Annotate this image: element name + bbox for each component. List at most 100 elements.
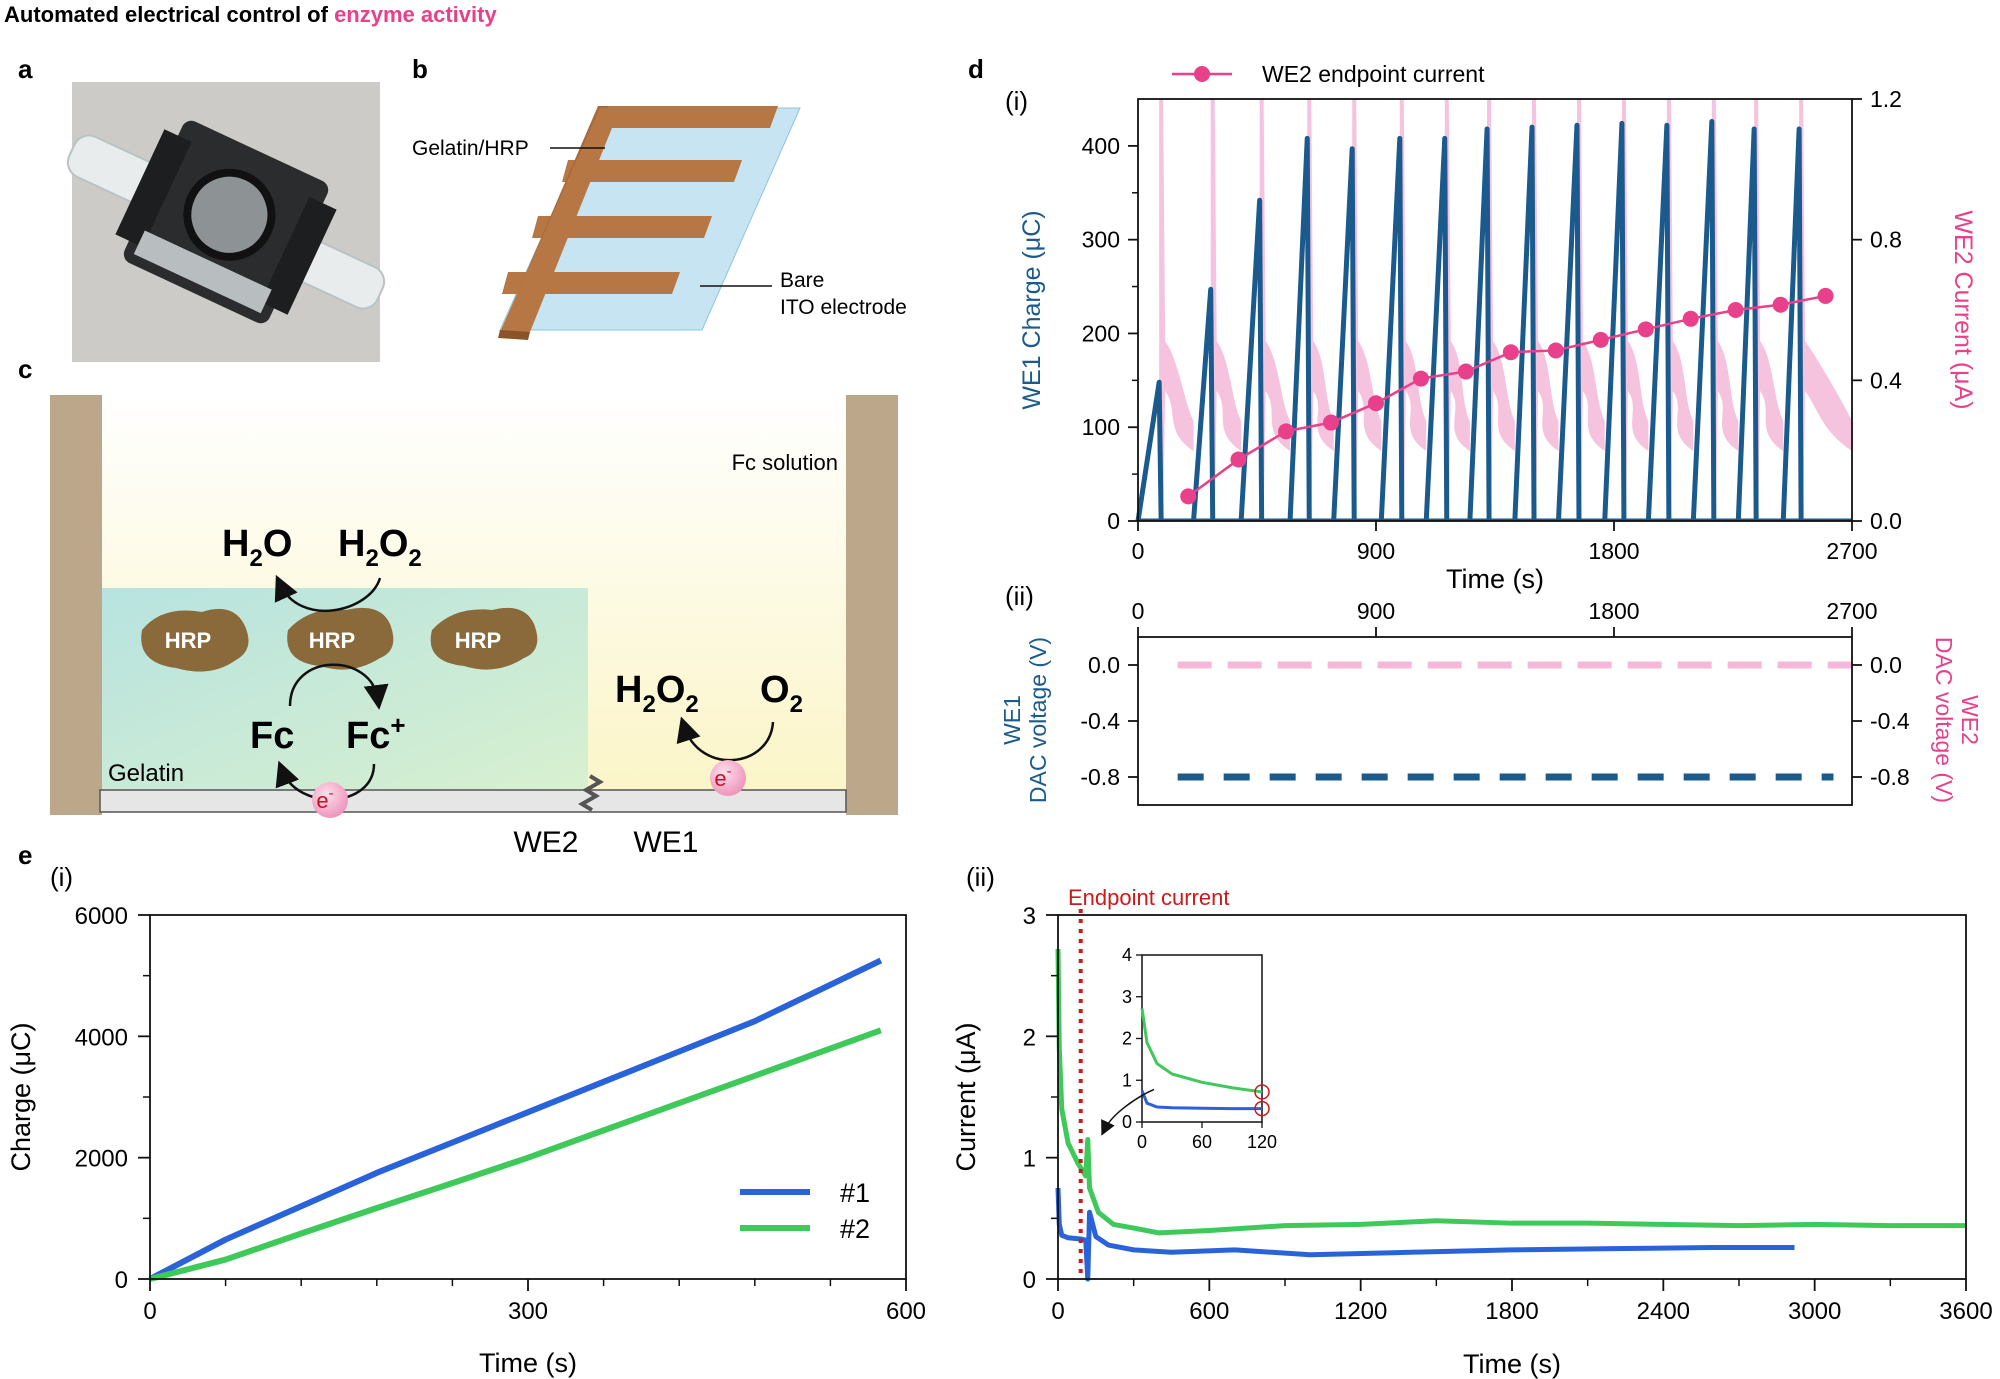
we2-transient-14 [1754, 99, 1784, 521]
we1-charge-pulse-15 [1780, 126, 1804, 522]
d-ii-xtick-label: 2700 [1826, 598, 1877, 624]
d-ii-ytick-label: -0.8 [1080, 764, 1120, 790]
we2-transient-9 [1532, 99, 1559, 521]
arrow-fc-to-fcplus [288, 663, 389, 710]
e-ii-ytick-label: 2 [1023, 1024, 1036, 1051]
inset-series-2 [1140, 1008, 1263, 1094]
d-ii-ylabel-left-2: DAC voltage (V) [1025, 637, 1051, 803]
endpoint-point-6 [1412, 370, 1429, 387]
formula-h2o: H2O [222, 523, 292, 572]
e-ii-series-2 [1055, 948, 1966, 1236]
formula-h2o2-we1: H2O2 [615, 669, 699, 718]
d-i-ytick-label: 0 [1107, 508, 1120, 534]
electrode-gap-symbol [578, 774, 604, 812]
e-ii-xtick-label: 1800 [1485, 1298, 1538, 1325]
e-ii-ylabel: Current (μA) [951, 1022, 981, 1171]
d-ii-y2tick-label: -0.8 [1870, 764, 1910, 790]
we2-transient-7 [1444, 99, 1470, 521]
d-ii-ylabel-left-1: WE1 [999, 695, 1025, 745]
electron-we1 [710, 760, 746, 796]
inset-xtick-label: 60 [1192, 1132, 1212, 1152]
inset-series-1 [1140, 1090, 1262, 1111]
e-ii-xtick-label: 1200 [1334, 1298, 1387, 1325]
chart-dac-voltage: 0 900 1800 2700 0.0 0.0 -0.4 -0.4 -0.8 -0.8 WE1 D… [999, 598, 1983, 806]
panel-label-e: e [18, 840, 32, 870]
d-i-xlabel: Time (s) [1446, 564, 1544, 594]
we1-charge-pulse-11 [1602, 120, 1627, 522]
e-i-legend: #1 #2 [740, 1178, 870, 1244]
e-ii-xtick-label: 3600 [1939, 1298, 1992, 1325]
e-i-xlabel: Time (s) [479, 1348, 577, 1378]
endpoint-point-3 [1278, 423, 1295, 440]
label-gelatin: Gelatin [108, 760, 184, 787]
inset-ytick-label: 4 [1122, 945, 1132, 965]
panel-label-c: c [18, 354, 32, 384]
we2-transient-2 [1210, 99, 1242, 521]
label-gelatin-hrp: Gelatin/HRP [412, 137, 529, 160]
d-i-xtick-label: 0 [1132, 538, 1145, 564]
d-i-ytick-label: 100 [1082, 414, 1120, 440]
ito-substrate [99, 789, 847, 813]
e-i-frame [149, 914, 907, 1280]
title-highlight: enzyme activity [334, 2, 497, 27]
d-i-frame [1137, 98, 1853, 522]
inset-frame [1141, 954, 1263, 1123]
endpoint-point-4 [1323, 414, 1340, 431]
d-ii-xtick-label: 1800 [1588, 598, 1639, 624]
inset-ytick-label: 0 [1122, 1112, 1132, 1132]
endpoint-current-label: Endpoint current [1068, 885, 1229, 910]
d-i-ylabel-left: WE1 Charge (μC) [1018, 210, 1046, 409]
d-ii-ylabel-right-2: DAC voltage (V) [1931, 637, 1957, 803]
hrp-label-1: HRP [165, 628, 211, 653]
d-ii-y2tick-label: 0.0 [1870, 652, 1902, 678]
d-i-ytick-label: 300 [1082, 227, 1120, 253]
e-ii-ytick-label: 3 [1023, 903, 1036, 930]
wall-left [50, 395, 102, 815]
we2-transient-12 [1666, 99, 1694, 521]
we2-transient-15 [1799, 99, 1852, 521]
d-ii-xtick-label: 900 [1357, 598, 1395, 624]
inset-ytick-label: 3 [1122, 987, 1132, 1007]
e-ii-ytick-label: 0 [1023, 1267, 1036, 1294]
d-i-legend: WE2 endpoint current [1172, 61, 1485, 87]
endpoint-point-13 [1727, 302, 1744, 318]
we2-transient-1 [1159, 99, 1194, 521]
endpoint-point-15 [1817, 287, 1834, 304]
e-ii-sublabel: (ii) [966, 862, 995, 892]
panel-label-a: a [18, 54, 33, 84]
inset-xtick-label: 0 [1137, 1132, 1147, 1152]
we2-transient-8 [1487, 99, 1515, 521]
electron-we1-label: e- [714, 763, 731, 791]
e-ii-series-1 [1055, 1187, 1795, 1282]
endpoint-point-10 [1592, 331, 1609, 348]
endpoint-point-5 [1368, 395, 1384, 412]
we1-charge-pulse-6 [1378, 135, 1405, 522]
inset-endpoint-circle-2 [1254, 1084, 1270, 1100]
panel-label-d: d [968, 54, 984, 84]
d-ii-sublabel: (ii) [1005, 581, 1034, 611]
we2-transient-10 [1576, 99, 1605, 521]
d-i-sublabel: (i) [1005, 86, 1028, 116]
formula-fc-plus: Fc+ [346, 710, 406, 757]
we2-transient-13 [1711, 99, 1739, 521]
label-bare: Bare [780, 269, 824, 292]
we1-charge-pulse-5 [1331, 146, 1357, 522]
figure-title: Automated electrical control of enzyme a… [4, 2, 497, 27]
we1-charge-pulse-8 [1467, 126, 1492, 522]
e-i-sublabel: (i) [50, 862, 73, 892]
endpoint-point-14 [1772, 296, 1789, 313]
electrode-schematic [498, 106, 801, 340]
hrp-blob-1: HRP [141, 608, 249, 672]
we2-transient-11 [1621, 99, 1649, 521]
d-i-xtick-label: 900 [1357, 538, 1395, 564]
panel-label-b: b [412, 54, 428, 84]
e-ii-ytick-label: 1 [1023, 1146, 1036, 1173]
e-i-ytick-label: 6000 [75, 903, 128, 930]
inset-ytick-label: 1 [1122, 1070, 1132, 1090]
e-ii-xtick-label: 2400 [1637, 1298, 1690, 1325]
inset-pointer-arrow [1101, 1088, 1155, 1136]
d-ii-ylabel-right-1: WE2 [1957, 695, 1983, 745]
d-i-y2tick-label: 0.4 [1870, 367, 1902, 393]
legend-marker-endpoint [1194, 66, 1210, 82]
